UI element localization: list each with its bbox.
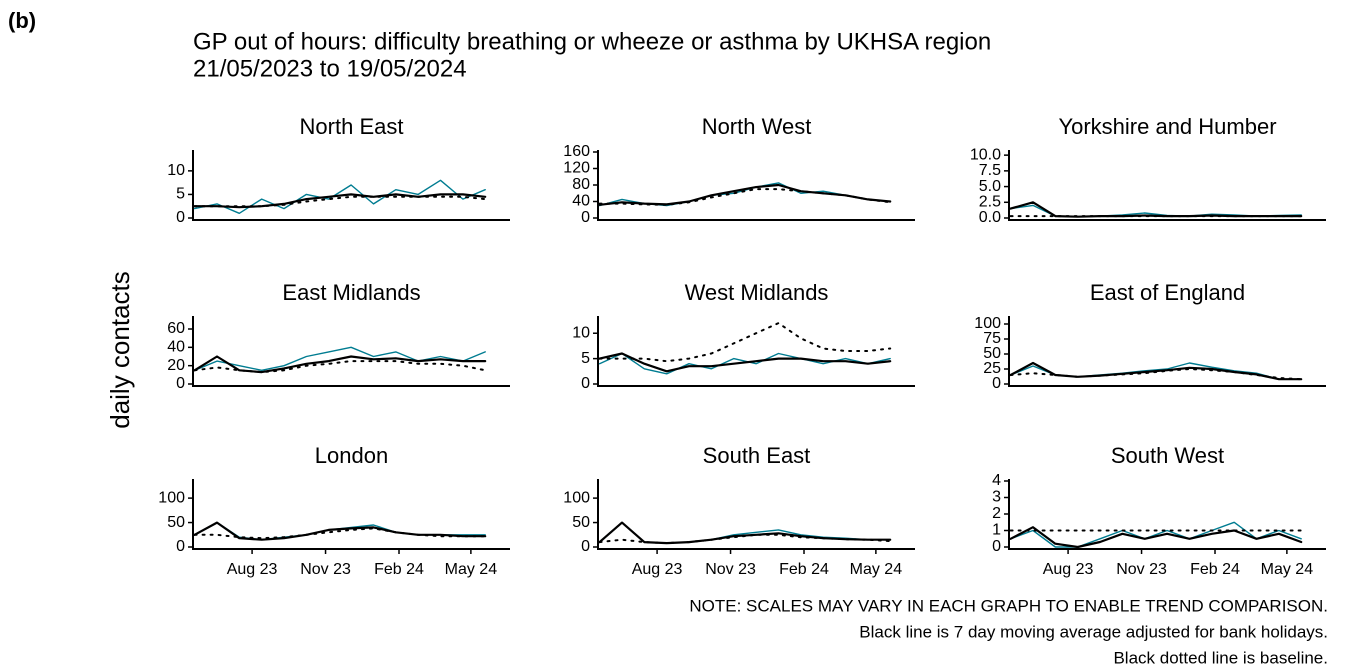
y-tick-label: 0.0 — [979, 209, 1001, 226]
y-tick-label: 1 — [992, 522, 1001, 539]
x-tick-label: May 24 — [445, 561, 498, 578]
panel-title: South West — [1111, 443, 1224, 468]
title: GP out of hours: difficulty breathing or… — [193, 28, 991, 55]
panel-title: North East — [300, 114, 404, 139]
note: Black line is 7 day moving average adjus… — [859, 622, 1328, 641]
x-tick-label: Aug 23 — [227, 561, 278, 578]
note: Black dotted line is baseline. — [1113, 648, 1328, 667]
y-tick-label: 80 — [572, 176, 590, 193]
y-tick-label: 100 — [974, 315, 1001, 332]
x-tick-label: Feb 24 — [1190, 561, 1240, 578]
x-tick-label: Nov 23 — [705, 561, 756, 578]
baseline-line — [1009, 368, 1303, 381]
x-tick-label: Feb 24 — [374, 561, 424, 578]
y-tick-label: 50 — [983, 345, 1001, 362]
y-tick-label: 2 — [992, 505, 1001, 522]
panel-title: Yorkshire and Humber — [1058, 114, 1276, 139]
series-line — [193, 521, 487, 541]
y-tick-label: 40 — [572, 193, 590, 210]
y-tick-label: 5 — [176, 186, 185, 203]
y-tick-label: 20 — [167, 357, 185, 374]
y-tick-label: 10 — [572, 324, 590, 341]
y-tick-label: 40 — [167, 339, 185, 356]
baseline-line — [598, 322, 892, 363]
y-tick-label: 0 — [176, 375, 185, 392]
y-tick-label: 0 — [581, 538, 590, 555]
y-tick-label: 0 — [176, 538, 185, 555]
series-line — [598, 352, 891, 375]
panel-title: North West — [702, 114, 812, 139]
y-tick-label: 4 — [992, 472, 1001, 489]
panel-title: South East — [703, 443, 811, 468]
x-tick-label: May 24 — [1261, 561, 1314, 578]
panel-title: East of England — [1090, 280, 1245, 305]
y-axis-label: daily contacts — [105, 271, 135, 429]
series-line — [193, 179, 486, 214]
y-tick-label: 100 — [563, 489, 590, 506]
baseline-line — [193, 527, 487, 540]
y-tick-label: 50 — [572, 514, 590, 531]
y-tick-label: 75 — [983, 330, 1001, 347]
x-tick-label: Aug 23 — [1043, 561, 1094, 578]
note: NOTE: SCALES MAY VARY IN EACH GRAPH TO E… — [689, 596, 1328, 615]
baseline-line — [598, 188, 892, 206]
y-tick-label: 0 — [992, 375, 1001, 392]
x-tick-label: May 24 — [850, 561, 903, 578]
series-line — [598, 352, 892, 373]
y-tick-label: 0 — [581, 209, 590, 226]
y-tick-label: 160 — [563, 143, 590, 160]
baseline-line — [598, 533, 892, 545]
baseline-line — [193, 360, 487, 374]
y-tick-label: 3 — [992, 489, 1001, 506]
panel-title: West Midlands — [685, 280, 829, 305]
x-tick-label: Feb 24 — [779, 561, 829, 578]
panel-title: East Midlands — [282, 280, 420, 305]
y-tick-label: 50 — [167, 514, 185, 531]
y-tick-label: 5.0 — [979, 178, 1001, 195]
y-tick-label: 2.5 — [979, 194, 1001, 211]
x-tick-label: Nov 23 — [1116, 561, 1167, 578]
subtitle: 21/05/2023 to 19/05/2024 — [193, 55, 467, 82]
y-tick-label: 0 — [176, 209, 185, 226]
y-tick-label: 0 — [992, 538, 1001, 555]
panel-title: London — [315, 443, 388, 468]
y-tick-label: 120 — [563, 160, 590, 177]
y-tick-label: 10.0 — [970, 146, 1001, 163]
y-tick-label: 60 — [167, 320, 185, 337]
figure-label: (b) — [8, 8, 36, 33]
y-tick-label: 0 — [581, 375, 590, 392]
y-tick-label: 10 — [167, 162, 185, 179]
baseline-line — [193, 195, 487, 208]
y-tick-label: 5 — [581, 350, 590, 367]
y-tick-label: 100 — [158, 489, 185, 506]
series-line — [1009, 521, 1302, 548]
series-line — [1009, 526, 1303, 549]
x-tick-label: Nov 23 — [300, 561, 351, 578]
y-tick-label: 25 — [983, 360, 1001, 377]
y-tick-label: 7.5 — [979, 162, 1001, 179]
x-tick-label: Aug 23 — [632, 561, 683, 578]
series-line — [193, 346, 486, 371]
series-line — [598, 182, 891, 207]
